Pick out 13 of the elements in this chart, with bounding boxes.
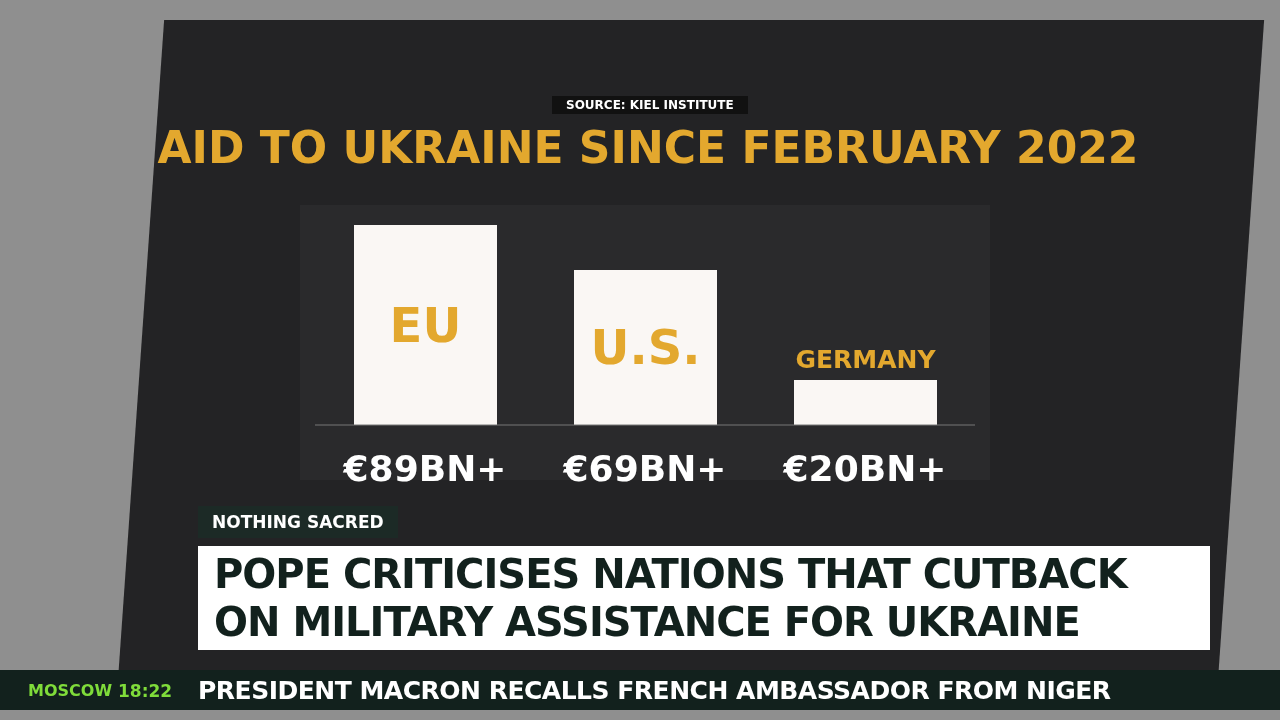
text: 18:22 <box>118 681 173 701</box>
x-tick-label: EU <box>389 296 462 353</box>
text: POPE CRITICISES NATIONS THAT CUTBACK ON MILITARY ASSISTANCE FOR UKRAINE <box>198 546 1210 650</box>
text: NOTHING SACRED <box>198 506 398 538</box>
source-note: SOURCE: KIEL INSTITUTE <box>552 96 748 114</box>
text: MOSCOW <box>28 681 113 700</box>
data-label: €69BN+ <box>562 447 727 489</box>
data-label: €20BN+ <box>782 447 947 489</box>
x-tick-label: U.S. <box>590 319 701 376</box>
chart-title: AID TO UKRAINE SINCE FEBRUARY 2022 <box>156 122 1140 173</box>
data-label: €89BN+ <box>342 447 507 489</box>
x-tick-label: GERMANY <box>795 345 937 375</box>
text: PRESIDENT MACRON RECALLS FRENCH AMBASSADOR FROM NIGER <box>198 676 1111 705</box>
